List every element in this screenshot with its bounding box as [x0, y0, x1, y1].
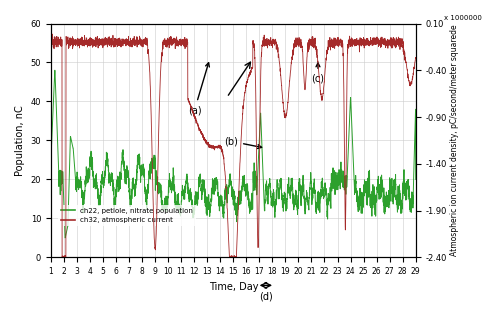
Text: (d): (d)	[259, 291, 272, 301]
Text: (c): (c)	[312, 63, 324, 84]
Y-axis label: Population, nC: Population, nC	[15, 105, 25, 176]
Legend: ch22, petiole, nitrate population, ch32, atmospheric current: ch22, petiole, nitrate population, ch32,…	[58, 205, 196, 226]
Y-axis label: Atmospheric ion current density, pC/second/meter squarede: Atmospheric ion current density, pC/seco…	[450, 24, 458, 256]
Text: (a): (a)	[188, 63, 210, 115]
X-axis label: Time, Day: Time, Day	[208, 282, 258, 291]
Text: x 1000000: x 1000000	[444, 15, 482, 21]
Text: (b): (b)	[224, 136, 262, 149]
